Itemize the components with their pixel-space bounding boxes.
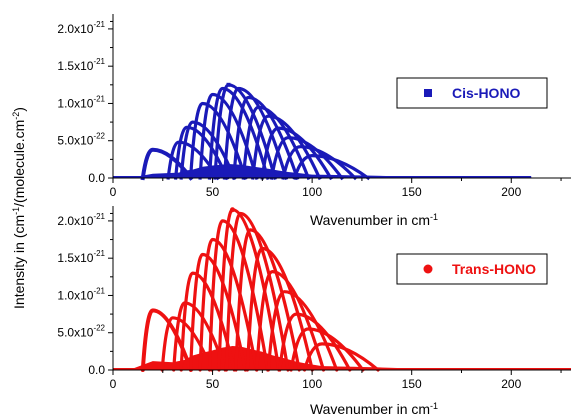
x-tick-label: 200 <box>501 377 521 391</box>
legend-label: Trans-HONO <box>452 261 536 277</box>
x-tick-label: 150 <box>402 377 422 391</box>
band-14 <box>281 145 358 181</box>
x-tick-label: 150 <box>402 185 422 199</box>
x-tick-label: 50 <box>206 185 220 199</box>
cis-hono-panel: 0.0 5.0x10-22 1.0x10-21 1.5x10-21 2.0x10-21 0… <box>57 14 571 228</box>
x-tick-label: 0 <box>110 377 117 391</box>
band-4 <box>188 101 248 181</box>
legend: Cis-HONO <box>396 77 548 109</box>
band-6 <box>207 86 270 180</box>
legend-marker <box>424 89 432 97</box>
legend-box <box>396 253 548 285</box>
y-tick-label: 2.0x10-21 <box>57 20 105 36</box>
legend-marker <box>423 264 433 274</box>
band-1 <box>166 140 221 181</box>
band-10 <box>245 246 314 372</box>
y-axis-title: Intensity in (cm-1/(molecule.cm-2) <box>11 107 27 309</box>
legend-label: Cis-HONO <box>452 85 521 101</box>
x-axis-title: Wavenumber in cm-1 <box>310 401 438 417</box>
series-trans-hono <box>113 207 571 372</box>
band-11 <box>255 269 326 372</box>
band-9 <box>234 228 301 372</box>
axes: 0.0 5.0x10-22 1.0x10-21 1.5x10-21 2.0x10-21 0… <box>57 14 571 199</box>
y-tick-label: 5.0x10-22 <box>57 324 105 340</box>
y-tick-label: 5.0x10-22 <box>57 132 105 148</box>
baseline-markers <box>113 368 571 370</box>
peak-marker <box>226 82 231 87</box>
band-13 <box>269 136 345 181</box>
legend-box <box>396 77 548 109</box>
band-3 <box>179 120 237 181</box>
y-tick-label: 0.0 <box>88 363 105 377</box>
legend: Trans-HONO <box>396 253 548 285</box>
y-tick-label: 1.0x10-21 <box>57 286 105 302</box>
y-tick-label: 1.0x10-21 <box>57 94 105 110</box>
y-tick-label: 2.0x10-21 <box>57 212 105 228</box>
x-tick-label: 100 <box>302 185 322 199</box>
band-5 <box>198 237 259 372</box>
axes: 0.0 5.0x10-22 1.0x10-21 1.5x10-21 2.0x10-21 0… <box>57 206 571 391</box>
y-tick-label: 1.5x10-21 <box>57 57 105 73</box>
band-10 <box>241 105 311 181</box>
band-0 <box>140 147 194 181</box>
x-tick-label: 200 <box>501 185 521 199</box>
band-15 <box>303 342 380 372</box>
baseline-markers <box>113 176 532 178</box>
band-9 <box>232 95 300 181</box>
x-tick-label: 0 <box>110 185 117 199</box>
x-axis-title: Wavenumber in cm-1 <box>310 212 438 228</box>
series-cis-hono <box>113 82 532 181</box>
x-tick-label: 100 <box>302 377 322 391</box>
y-tick-label: 1.5x10-21 <box>57 249 105 265</box>
y-tick-label: 0.0 <box>88 171 105 185</box>
band-5 <box>198 92 259 180</box>
x-tick-label: 50 <box>206 377 220 391</box>
band-15 <box>292 153 371 181</box>
band-4 <box>189 252 247 372</box>
band-0 <box>140 308 193 372</box>
peak-marker <box>229 207 235 213</box>
band-8 <box>224 211 290 372</box>
trans-hono-panel: 0.0 5.0x10-22 1.0x10-21 1.5x10-21 2.0x10-21 0… <box>57 206 571 417</box>
